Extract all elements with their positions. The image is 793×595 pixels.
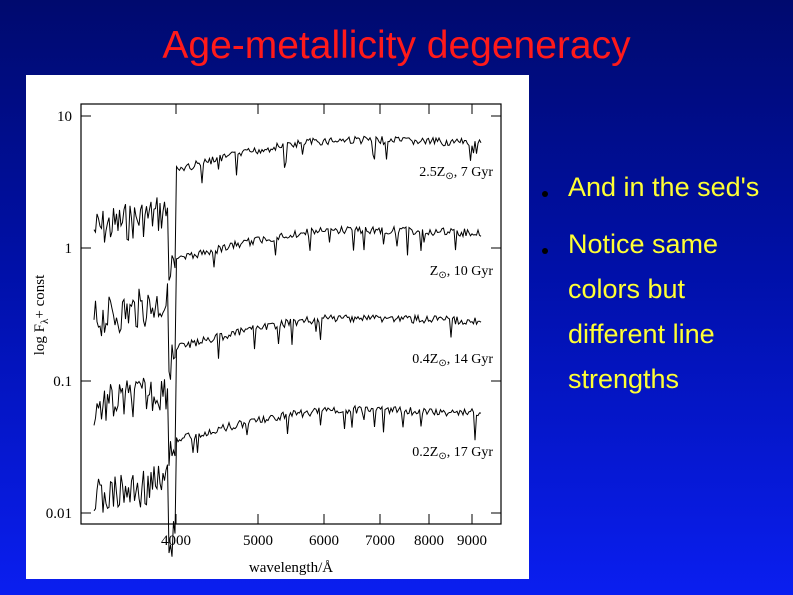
y-tick-marks	[81, 115, 501, 514]
bullet-text: Notice same colors but different line st…	[568, 229, 719, 394]
x-tick-label: 8000	[414, 533, 444, 549]
bullet-item: And in the sed's	[538, 165, 788, 210]
spectrum-label: 2.5Z⊙, 7 Gyr	[419, 165, 493, 182]
y-tick-label: 0.01	[46, 506, 72, 522]
x-tick-label: 5000	[243, 533, 273, 549]
plot-frame	[80, 103, 502, 525]
spectra-group	[93, 135, 482, 557]
x-tick-label: 9000	[457, 533, 487, 549]
x-axis-label: wavelength/Å	[249, 560, 333, 576]
y-tick-label: 0.1	[53, 374, 72, 390]
bullet-list: And in the sed's Notice same colors but …	[538, 165, 788, 414]
spectrum-label: Z⊙, 10 Gyr	[430, 264, 494, 281]
x-tick-label: 4000	[161, 533, 191, 549]
bullet-dot-icon	[542, 191, 548, 197]
bullet-dot-icon	[542, 248, 548, 254]
sed-figure: 10 1 0.1 0.01 4000 5000 6000 7000 8000 9…	[26, 75, 529, 579]
spectrum-label: 0.4Z⊙, 14 Gyr	[412, 352, 493, 369]
spectrum-line	[93, 135, 482, 281]
y-tick-label: 10	[57, 109, 72, 125]
spectrum-label: 0.2Z⊙, 17 Gyr	[412, 445, 493, 462]
spectrum-line	[93, 224, 482, 380]
y-tick-label: 1	[65, 241, 73, 257]
bullet-item: Notice same colors but different line st…	[538, 222, 788, 402]
spectrum-line	[93, 404, 482, 557]
x-tick-label: 7000	[365, 533, 395, 549]
bullet-text: And in the sed's	[568, 172, 760, 202]
x-tick-label: 6000	[309, 533, 339, 549]
x-tick-marks	[175, 104, 473, 524]
y-axis-label: log Fλ+ const	[32, 274, 51, 355]
sed-plot: 10 1 0.1 0.01 4000 5000 6000 7000 8000 9…	[32, 103, 502, 576]
slide-title: Age-metallicity degeneracy	[162, 24, 631, 67]
spectrum-line	[93, 313, 482, 466]
